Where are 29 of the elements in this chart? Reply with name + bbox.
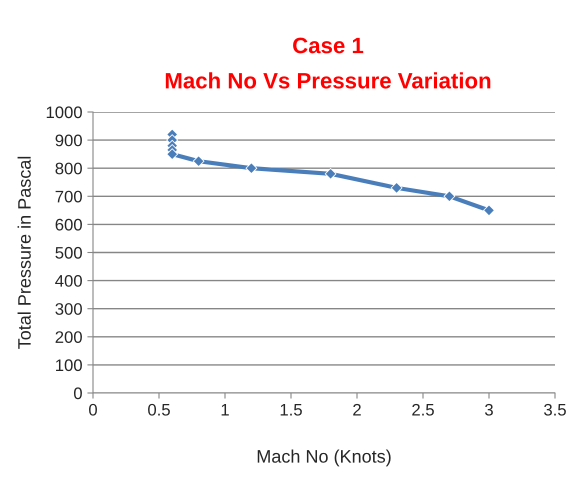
x-tick-label: 3 bbox=[485, 404, 493, 416]
y-tick-label: 400 bbox=[55, 275, 82, 287]
point bbox=[444, 190, 456, 202]
y-tick-label: 600 bbox=[56, 218, 82, 231]
point bbox=[390, 182, 402, 194]
y-axis-title: Total Pressure in Pascal bbox=[18, 156, 31, 349]
point bbox=[246, 162, 258, 174]
y-tick-label: 200 bbox=[56, 331, 82, 344]
x-tick-label: 1.5 bbox=[280, 404, 302, 416]
y-tick-label: 0 bbox=[74, 387, 82, 400]
y-tick-label: 800 bbox=[56, 162, 82, 174]
y-tick-label: 500 bbox=[55, 246, 82, 259]
point bbox=[166, 148, 178, 160]
x-tick-label: 0 bbox=[89, 404, 97, 416]
y-tick-label: 900 bbox=[56, 134, 82, 146]
y-tick-label: 700 bbox=[56, 190, 82, 203]
chart-title: Case 1 Mach No Vs Pressure Variation bbox=[166, 38, 490, 89]
x-tick-label: 2 bbox=[353, 404, 361, 416]
point bbox=[324, 168, 336, 180]
x-tick-label: 1 bbox=[222, 404, 229, 416]
point bbox=[483, 204, 495, 216]
x-tick-label: 2.5 bbox=[412, 404, 434, 416]
y-tick-label: 300 bbox=[55, 303, 82, 315]
y-tick-label: 100 bbox=[56, 359, 82, 372]
y-tick-label: 1000 bbox=[46, 106, 82, 118]
point bbox=[192, 155, 204, 167]
x-tick-label: 3.5 bbox=[544, 404, 566, 416]
x-tick-label: 0.5 bbox=[148, 404, 170, 416]
x-axis-title: Mach No (Knots) bbox=[258, 450, 391, 466]
